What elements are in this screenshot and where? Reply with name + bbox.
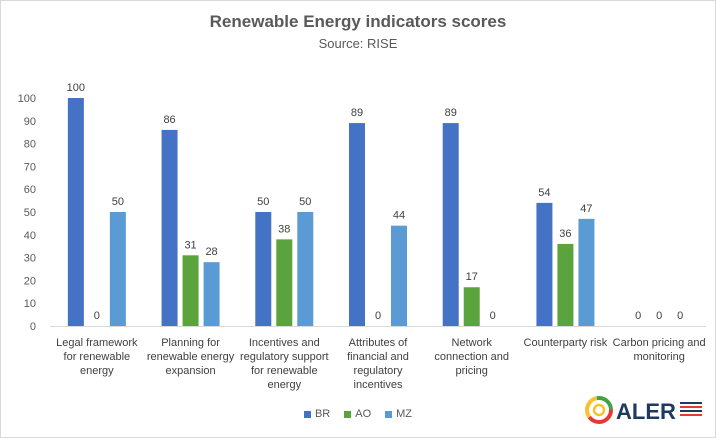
data-label: 0: [677, 310, 683, 322]
chart-title: Renewable Energy indicators scores: [209, 12, 507, 31]
x-tick-label-line: regulatory support: [239, 351, 329, 363]
x-tick-label: Attributes of financial and regulatory ince…: [331, 336, 425, 392]
y-tick-label: 30: [24, 253, 36, 265]
data-label: 89: [445, 107, 457, 119]
data-label: 89: [351, 107, 363, 119]
data-label: 0: [635, 310, 641, 322]
x-tick-label-line: incentives: [353, 379, 403, 391]
bar: [557, 243, 574, 326]
x-tick-label-line: pricing: [455, 365, 488, 377]
bar: [391, 225, 407, 326]
chart-subtitle: Source: RISE: [318, 36, 398, 51]
x-tick-label-line: Incentives and: [248, 337, 320, 349]
x-tick-label: Counterparty risk: [518, 336, 612, 350]
legend-item: AO: [344, 408, 371, 420]
x-tick-label: Incentives and regulatory support for rene…: [237, 336, 331, 392]
x-tick-label-line: for renewable: [63, 351, 131, 363]
aler-swirl-logo-icon: [585, 396, 613, 424]
data-label: 50: [299, 196, 311, 208]
bar: [276, 239, 293, 326]
bar: [349, 123, 365, 326]
x-tick-label-line: for renewable: [250, 365, 318, 377]
x-tick-label-line: energy: [80, 365, 114, 377]
x-tick-label-line: Network: [451, 337, 492, 349]
data-label: 31: [184, 239, 196, 251]
data-label: 0: [656, 310, 662, 322]
x-tick-label: Planning for renewable energy expansion: [144, 336, 238, 378]
legend-swatch: [344, 410, 352, 418]
x-tick-label-line: expansion: [165, 365, 216, 377]
bar: [182, 255, 199, 326]
bar: [67, 98, 84, 326]
data-label: 50: [257, 196, 269, 208]
x-tick-label-line: Legal framework: [56, 337, 138, 349]
y-tick-label: 50: [24, 207, 36, 219]
bar: [463, 287, 480, 326]
legend-swatch: [303, 410, 311, 418]
bar: [255, 212, 272, 326]
data-label: 38: [278, 223, 290, 235]
x-tick-label-line: energy: [267, 379, 302, 391]
legend-item: BR: [303, 408, 331, 420]
data-label: 0: [94, 310, 100, 322]
data-label: 47: [580, 203, 592, 215]
bar: [203, 262, 220, 326]
x-tick-label-line: monitoring: [633, 351, 685, 363]
y-tick-label: 0: [30, 321, 36, 333]
y-tick-label: 90: [24, 116, 36, 128]
bar: [161, 129, 178, 326]
x-tick-label-line: financial and: [347, 351, 409, 363]
y-tick-label: 60: [24, 184, 36, 196]
aler-logo-text: ALER: [616, 399, 676, 424]
x-tick-label-line: Planning for: [161, 337, 220, 349]
y-tick-label: 80: [24, 139, 36, 151]
x-tick-label-line: regulatory: [353, 365, 403, 377]
x-tick-label-line: renewable energy: [146, 351, 235, 363]
aler-logo: ALER: [585, 396, 702, 424]
data-label: 100: [67, 82, 85, 94]
data-label: 54: [538, 187, 550, 199]
aler-logo-tagline-bar: [680, 410, 702, 412]
legend-label: MZ: [396, 408, 413, 420]
data-label: 44: [393, 210, 405, 222]
y-tick-label: 40: [24, 230, 36, 242]
data-label: 0: [490, 310, 496, 322]
bar: [578, 218, 595, 326]
x-tick-label: Carbon pricing and monitoring: [612, 336, 706, 364]
bar: [297, 212, 314, 326]
legend-item: MZ: [385, 408, 412, 420]
data-label: 86: [163, 114, 175, 126]
x-tick-label: Legal framework for renewable energy: [50, 336, 144, 378]
y-tick-label: 70: [24, 161, 36, 173]
data-label: 17: [466, 271, 478, 283]
bar: [442, 123, 459, 326]
data-label: 50: [112, 196, 124, 208]
y-tick-label: 20: [24, 275, 36, 287]
y-tick-label: 100: [18, 93, 36, 105]
bar: [109, 212, 126, 326]
data-label: 0: [375, 310, 381, 322]
aler-logo-tagline-bar: [680, 406, 702, 408]
aler-logo-tagline-bar: [680, 402, 702, 404]
data-label: 28: [205, 246, 217, 258]
legend-label: BR: [314, 408, 331, 420]
legend-label: AO: [355, 408, 372, 420]
data-label: 36: [559, 228, 571, 240]
x-tick-label-line: connection and: [434, 351, 510, 363]
x-tick-label-line: Attributes of: [348, 337, 408, 349]
x-tick-label-line: Counterparty risk: [523, 337, 608, 349]
legend: BR AO MZ: [0, 408, 716, 420]
x-tick-label: Network connection and pricing: [425, 336, 519, 378]
x-tick-label-line: Carbon pricing and: [612, 337, 706, 349]
y-tick-label: 10: [24, 298, 36, 310]
legend-swatch: [385, 410, 393, 418]
aler-logo-tagline-bar: [680, 414, 702, 416]
bar: [536, 202, 553, 326]
